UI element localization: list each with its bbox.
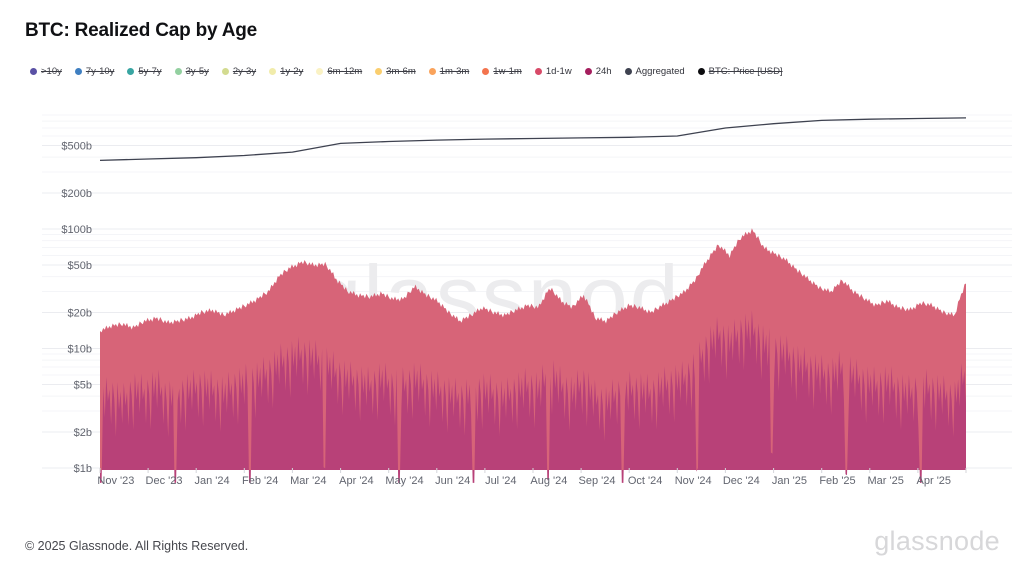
legend-dot — [174, 68, 182, 75]
legend-item-2y-3y[interactable]: 2y-3y — [221, 66, 257, 77]
legend-item-3y-5y[interactable]: 3y-5y — [174, 66, 209, 77]
copyright-text: © 2025 Glassnode. All Rights Reserved. — [25, 539, 249, 553]
legend-label: >10y — [41, 66, 62, 77]
legend-label: BTC: Price [USD] — [708, 66, 783, 77]
page-title: BTC: Realized Cap by Age — [25, 20, 258, 41]
x-axis-label: Feb '24 — [242, 475, 278, 487]
legend-item-1w-1m[interactable]: 1w-1m — [482, 66, 522, 77]
x-axis-label: Jan '25 — [772, 475, 807, 487]
legend-dot — [316, 68, 324, 75]
legend-item-1m-3m[interactable]: 1m-3m — [428, 66, 470, 77]
legend-item-6m-12m[interactable]: 6m-12m — [316, 66, 362, 77]
y-axis-label: $500b — [61, 141, 92, 153]
y-axis-label: $10b — [68, 344, 92, 356]
legend-dot — [584, 68, 592, 75]
area-24h — [100, 310, 966, 483]
legend-dot — [74, 68, 82, 75]
y-axis-label: $5b — [74, 380, 92, 392]
legend-label: 1d-1w — [545, 66, 572, 77]
x-axis-label: Oct '24 — [628, 475, 663, 487]
legend-item-1d-1w[interactable]: 1d-1w — [534, 66, 572, 77]
legend-item-24h[interactable]: 24h — [584, 66, 612, 77]
legend-item-3m-6m[interactable]: 3m-6m — [375, 66, 416, 77]
x-axis-label: Apr '24 — [339, 475, 374, 487]
legend-label: 5y-7y — [138, 66, 162, 77]
legend-label: 6m-12m — [327, 66, 363, 77]
y-axis-label: $20b — [68, 308, 92, 320]
legend-dot — [269, 68, 277, 75]
legend-label: 1y-2y — [280, 66, 304, 77]
legend-label: 7y-10y — [85, 66, 115, 77]
line-aggregated — [99, 117, 967, 162]
x-axis-label: Nov '23 — [97, 475, 134, 487]
legend-dot — [428, 68, 436, 75]
legend-dot — [30, 68, 37, 75]
legend-dot — [221, 68, 229, 75]
x-axis-label: Dec '23 — [146, 475, 183, 487]
x-axis-label: Apr '25 — [917, 475, 952, 487]
x-axis-label: Nov '24 — [675, 475, 712, 487]
x-axis-label: Feb '25 — [819, 475, 855, 487]
legend-dot — [482, 68, 490, 75]
legend-label: 3m-6m — [386, 66, 416, 77]
x-axis-label: May '24 — [385, 475, 423, 487]
x-axis-label: Mar '25 — [868, 475, 904, 487]
legend-label: 3y-5y — [185, 66, 209, 77]
legend-label: 24h — [595, 66, 612, 77]
legend-item-7y-10y[interactable]: 7y-10y — [74, 66, 115, 77]
y-axis-label: $200b — [61, 188, 92, 200]
y-axis-label: $2b — [74, 427, 92, 439]
x-axis-label: Jan '24 — [195, 475, 230, 487]
legend-dot — [534, 68, 542, 75]
x-axis-label: Aug '24 — [530, 475, 567, 487]
y-axis-label: $50b — [68, 260, 92, 272]
legend-dot — [697, 68, 705, 75]
legend-dot — [375, 68, 383, 75]
legend-item-1y-2y[interactable]: 1y-2y — [269, 66, 303, 77]
y-axis-label: $1b — [74, 463, 92, 475]
chart-legend: >10y 7y-10y 5y-7y 3y-5y 2y-3y 1y-2y 6m-12m 3m-6… — [30, 66, 783, 77]
legend-item-btc-price-usd-[interactable]: BTC: Price [USD] — [697, 66, 783, 77]
x-axis-label: Jul '24 — [485, 475, 516, 487]
x-axis-label: Jun '24 — [435, 475, 470, 487]
legend-label: Aggregated — [635, 66, 685, 77]
legend-dot — [127, 68, 135, 75]
legend-label: 2y-3y — [232, 66, 257, 77]
legend-item--10y[interactable]: >10y — [30, 66, 62, 77]
legend-label: 1m-3m — [439, 66, 470, 77]
legend-item-5y-7y[interactable]: 5y-7y — [127, 66, 162, 77]
legend-dot — [624, 68, 632, 75]
legend-item-aggregated[interactable]: Aggregated — [624, 66, 685, 77]
x-axis-label: Sep '24 — [579, 475, 616, 487]
y-axis-label: $100b — [61, 224, 92, 236]
glassnode-logo: glassnode — [874, 526, 1000, 556]
legend-label: 1w-1m — [493, 66, 522, 77]
x-axis-label: Dec '24 — [723, 475, 760, 487]
x-axis-label: Mar '24 — [290, 475, 326, 487]
